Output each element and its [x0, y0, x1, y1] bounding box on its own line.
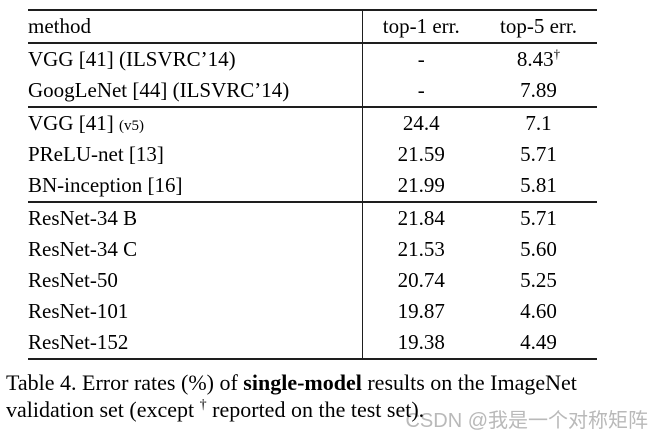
header-top5-err: top-5 err.: [500, 14, 577, 38]
method-cell: BN-inception [16]: [28, 170, 363, 202]
method-cell: VGG [41] (ILSVRC’14): [28, 43, 363, 75]
table-row: PReLU-net [13] 21.59 5.71: [28, 139, 597, 170]
top5-err-cell: 8.43†: [516, 46, 561, 71]
top1-err-cell: 19.38: [397, 330, 445, 354]
method-cell: ResNet-34 B: [28, 202, 363, 234]
table-group-ilsvrc14: VGG [41] (ILSVRC’14) - 8.43† GoogLeNet [44]…: [28, 43, 597, 107]
caption-text: Table 4. Error rates (%) of: [6, 370, 244, 395]
table-row: BN-inception [16] 21.99 5.81: [28, 170, 597, 202]
table-row: ResNet-152 19.38 4.49: [28, 327, 597, 359]
header-method: method: [28, 10, 363, 43]
table-row: VGG [41] (ILSVRC’14) - 8.43†: [28, 43, 597, 75]
method-cell: ResNet-101: [28, 296, 363, 327]
table-caption: Table 4. Error rates (%) of single-model…: [6, 369, 646, 423]
top1-err-cell: 21.84: [397, 206, 445, 230]
caption-line-1: Table 4. Error rates (%) of single-model…: [6, 369, 646, 396]
table-row: GoogLeNet [44] (ILSVRC’14) - 7.89: [28, 75, 597, 107]
table-row: ResNet-34 C 21.53 5.60: [28, 234, 597, 265]
top1-err-cell: 20.74: [397, 268, 445, 292]
top5-err-cell: 5.71: [520, 206, 557, 230]
error-rates-table: method top-1 err. top-5 err. VGG [41] (I…: [28, 9, 597, 360]
caption-line-2: validation set (except † reported on the…: [6, 396, 646, 423]
top1-err-cell: 21.99: [397, 173, 445, 197]
method-cell: ResNet-50: [28, 265, 363, 296]
method-cell: ResNet-152: [28, 327, 363, 359]
table-row: ResNet-34 B 21.84 5.71: [28, 202, 597, 234]
top5-err-cell: 5.71: [520, 142, 557, 166]
table-row: ResNet-101 19.87 4.60: [28, 296, 597, 327]
top1-err-cell: -: [417, 47, 425, 71]
top5-err-cell: 4.60: [520, 299, 557, 323]
method-cell: PReLU-net [13]: [28, 139, 363, 170]
top1-err-cell: -: [417, 78, 425, 102]
caption-bold-text: single-model: [243, 370, 362, 395]
table-row: VGG [41] (v5) 24.4 7.1: [28, 107, 597, 139]
method-cell: VGG [41] (v5): [28, 107, 363, 139]
top5-err-cell: 4.49: [520, 330, 557, 354]
table-group-resnets: ResNet-34 B 21.84 5.71 ResNet-34 C 21.53 5.60…: [28, 202, 597, 359]
top1-err-cell: 21.59: [397, 142, 445, 166]
caption-text: results on the ImageNet: [361, 370, 577, 395]
dagger-symbol: †: [199, 397, 207, 413]
method-cell: ResNet-34 C: [28, 234, 363, 265]
top5-err-cell: 7.89: [520, 78, 557, 102]
table-group-baselines: VGG [41] (v5) 24.4 7.1 PReLU-net [13] 21.59 5…: [28, 107, 597, 202]
top5-err-cell: 7.1: [525, 111, 552, 135]
top5-err-cell: 5.60: [520, 237, 557, 261]
top5-err-cell: 5.81: [520, 173, 557, 197]
header-top1-err: top-1 err.: [382, 14, 460, 38]
caption-text: validation set (except: [6, 397, 200, 422]
header-row: method top-1 err. top-5 err.: [28, 10, 597, 43]
top1-err-cell: 24.4: [402, 111, 440, 135]
method-cell: GoogLeNet [44] (ILSVRC’14): [28, 75, 363, 107]
csdn-watermark: CSDN @我是一个对称矩阵: [405, 410, 648, 432]
top5-err-cell: 5.25: [520, 268, 557, 292]
results-table-wrap: method top-1 err. top-5 err. VGG [41] (I…: [28, 9, 597, 360]
top1-err-cell: 21.53: [397, 237, 445, 261]
top1-err-cell: 19.87: [397, 299, 445, 323]
method-small-suffix: (v5): [118, 118, 144, 134]
caption-text: reported on the test set).: [206, 397, 425, 422]
table-row: ResNet-50 20.74 5.25: [28, 265, 597, 296]
dagger-symbol: †: [553, 46, 561, 61]
